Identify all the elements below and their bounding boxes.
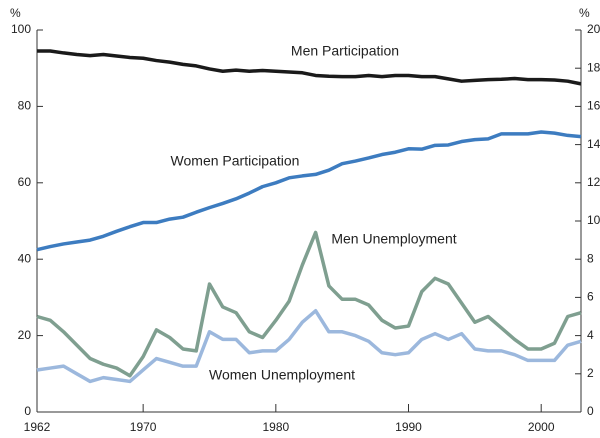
- y2-tick-label: 4: [587, 328, 594, 342]
- y-tick-label: 60: [18, 175, 32, 189]
- series-line: [36, 230, 582, 378]
- y-tick-label: 100: [11, 22, 31, 36]
- x-tick-label: 1990: [395, 420, 422, 434]
- y2-tick-label: 6: [587, 290, 594, 304]
- y2-tick-label: 16: [587, 99, 600, 113]
- y2-tick-label: 18: [587, 60, 600, 74]
- y-tick-label: 80: [18, 99, 32, 113]
- x-tick-label: 1970: [130, 420, 157, 434]
- y2-tick-label: 10: [587, 213, 600, 227]
- series-label: Men Participation: [291, 43, 399, 59]
- series-line: [36, 130, 582, 252]
- series-line: [37, 49, 582, 86]
- x-tick-label: 1980: [262, 420, 289, 434]
- y-tick-label: 40: [18, 251, 32, 265]
- y2-tick-label: 14: [587, 137, 600, 151]
- series-label: Women Participation: [171, 153, 300, 169]
- y-tick-label: 20: [18, 328, 32, 342]
- series-line: [36, 309, 582, 384]
- y-tick-label: 0: [24, 404, 31, 418]
- y2-tick-label: 20: [587, 22, 600, 36]
- y2-tick-label: 2: [587, 366, 594, 380]
- y-axis-label: %: [10, 6, 21, 20]
- y2-tick-label: 8: [587, 251, 594, 265]
- series-label: Women Unemployment: [209, 367, 355, 383]
- y2-tick-label: 0: [587, 404, 594, 418]
- y2-tick-label: 12: [587, 175, 600, 189]
- y2-axis-label: %: [579, 6, 590, 20]
- series-label: Men Unemployment: [331, 231, 456, 247]
- x-tick-label: 1962: [24, 420, 51, 434]
- x-tick-label: 2000: [528, 420, 555, 434]
